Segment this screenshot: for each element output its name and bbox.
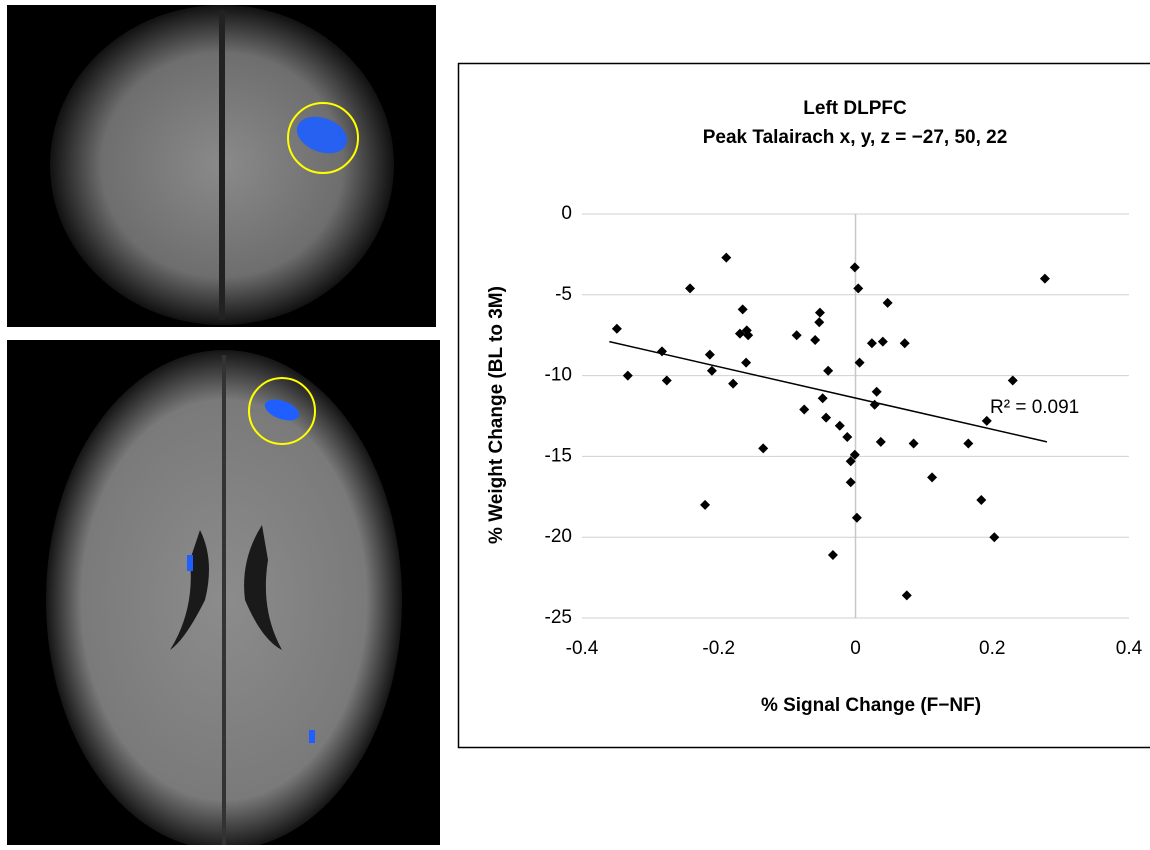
y-tick-label: 0: [561, 203, 572, 224]
x-tick-label: 0.2: [979, 638, 1005, 659]
x-tick-label: -0.2: [702, 638, 735, 659]
y-tick-label: -5: [555, 284, 572, 305]
x-tick-label: 0: [850, 638, 861, 659]
chart-title: Left DLPFC: [803, 98, 907, 119]
x-tick-label: 0.4: [1116, 638, 1143, 659]
y-tick-label: -25: [545, 607, 572, 628]
y-tick-label: -20: [545, 526, 572, 547]
x-axis-label: % Signal Change (F−NF): [761, 695, 981, 716]
y-tick-label: -15: [545, 445, 572, 466]
y-axis-label: % Weight Change (BL to 3M): [486, 286, 507, 544]
r-squared-annotation: R² = 0.091: [990, 397, 1079, 418]
axial-slice: [7, 340, 440, 845]
figure: Left DLPFC Peak Talairach x, y, z = −27,…: [0, 0, 1150, 845]
y-tick-label: -10: [545, 365, 572, 386]
page: {"chart_data": {"type": "scatter", "titl…: [0, 0, 1150, 845]
coronal-slice: [7, 5, 436, 327]
chart-subtitle: Peak Talairach x, y, z = −27, 50, 22: [703, 127, 1008, 148]
x-tick-label: -0.4: [566, 638, 599, 659]
